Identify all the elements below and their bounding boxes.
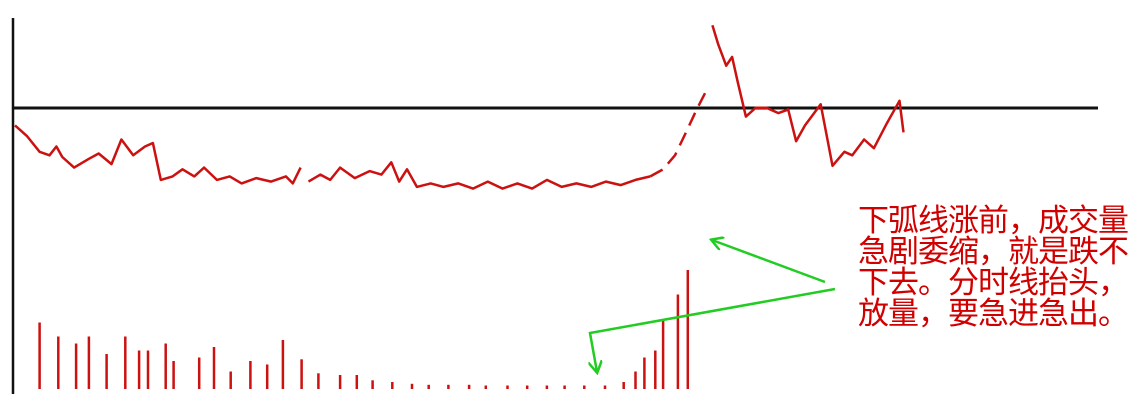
annotation-text: 下弧线涨前，成交量 急剧委缩，就是跌不 下去。分时线抬头， 放量，要急进急出。 <box>858 203 1129 332</box>
arrow-to-price-line <box>712 240 826 284</box>
annotation-arrows <box>590 240 836 372</box>
price-line-segment-3 <box>649 89 708 178</box>
price-line-segment-1 <box>14 124 302 185</box>
price-series <box>14 24 905 190</box>
arrow-to-volume-bars <box>590 287 836 372</box>
price-line-segment-4 <box>711 24 905 168</box>
price-line-segment-2 <box>307 161 651 190</box>
volume-bars <box>38 270 690 389</box>
